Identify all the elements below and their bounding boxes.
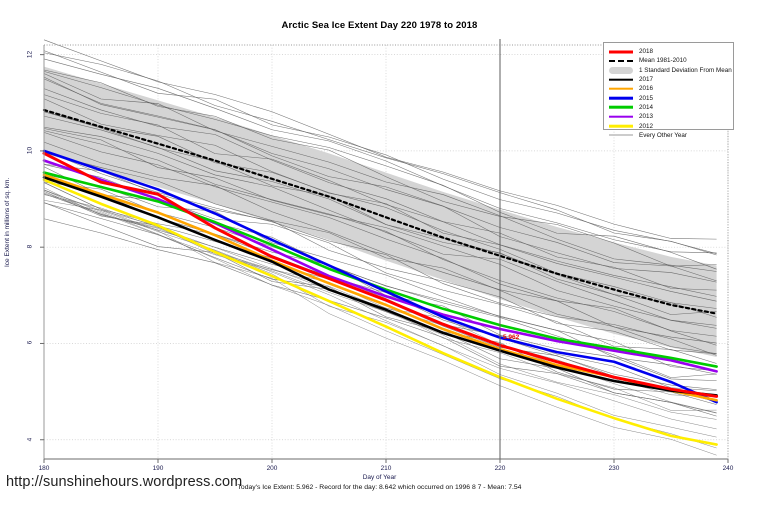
x-tick-label: 200	[266, 465, 278, 472]
legend-swatch-icon	[608, 75, 634, 84]
legend-swatch-icon	[608, 47, 634, 56]
legend-item-every-other-year: Every Other Year	[608, 131, 730, 140]
x-tick-label: 180	[38, 465, 50, 472]
y-tick-label: 12	[26, 50, 34, 58]
series-2013	[42, 159, 718, 373]
series-2018	[42, 151, 719, 398]
legend-swatch-icon	[608, 112, 634, 121]
x-axis-label: Day of Year	[362, 474, 397, 481]
y-tick-label: 4	[26, 437, 34, 442]
legend-label: Mean 1981-2010	[639, 57, 687, 65]
series-mean-1981-2010	[42, 108, 718, 315]
y-tick-label: 8	[26, 244, 34, 249]
x-tick-label: 220	[494, 465, 506, 472]
legend-label: 2014	[639, 103, 654, 111]
legend-swatch-icon	[608, 122, 634, 131]
legend-swatch-icon	[608, 56, 634, 65]
legend-item-2014: 2014	[608, 103, 730, 112]
x-tick-label: 210	[380, 465, 392, 472]
legend-label: 2017	[639, 76, 654, 84]
chart-legend: 2018 Mean 1981-2010 1 Standard Deviation F…	[603, 42, 734, 139]
series-2012	[42, 178, 718, 446]
axis-tick-marks	[40, 54, 729, 463]
x-tick-label: 190	[152, 465, 164, 472]
y-tick-label: 10	[26, 146, 34, 155]
y-tick-label: 6	[26, 341, 34, 345]
series-2014	[42, 171, 718, 368]
chart-caption: Today's Ice Extent: 5.962 - Record for t…	[237, 484, 522, 491]
legend-label: 2016	[639, 85, 654, 93]
series-2017	[42, 176, 718, 397]
legend-label: 2012	[639, 122, 654, 130]
page-title: Arctic Sea Ice Extent Day 220 1978 to 20…	[281, 20, 478, 31]
x-tick-label: 230	[608, 465, 620, 472]
legend-item-mean-1981-2010: Mean 1981-2010	[608, 56, 730, 65]
legend-swatch-icon	[608, 84, 634, 93]
year-series-lines	[42, 108, 719, 446]
legend-item-2013: 2013	[608, 112, 730, 121]
legend-swatch-icon	[608, 131, 634, 140]
watermark-url: http://sunshinehours.wordpress.com	[6, 474, 243, 490]
legend-swatch-icon	[608, 94, 634, 103]
legend-label: 2013	[639, 113, 654, 121]
current-value-annotation: 5.962	[503, 334, 520, 341]
legend-item-1-standard-deviation-from-mean: 1 Standard Deviation From Mean	[608, 66, 732, 75]
every-other-year-lines	[43, 39, 717, 456]
legend-swatch-icon	[608, 103, 634, 112]
legend-label: 1 Standard Deviation From Mean	[639, 66, 732, 74]
legend-item-2017: 2017	[608, 75, 730, 84]
x-tick-label: 240	[722, 465, 734, 472]
legend-swatch-icon	[608, 66, 634, 75]
legend-label: Every Other Year	[639, 131, 687, 139]
series-2015	[42, 149, 718, 404]
y-axis-label: Ice Extent in millions of sq. km.	[4, 177, 11, 267]
legend-label: 2015	[639, 94, 654, 102]
legend-item-2012: 2012	[608, 121, 730, 130]
legend-item-2016: 2016	[608, 84, 730, 93]
legend-label: 2018	[639, 48, 654, 56]
legend-item-2015: 2015	[608, 93, 730, 102]
std-dev-band	[44, 66, 717, 357]
legend-item-2018: 2018	[608, 47, 730, 56]
